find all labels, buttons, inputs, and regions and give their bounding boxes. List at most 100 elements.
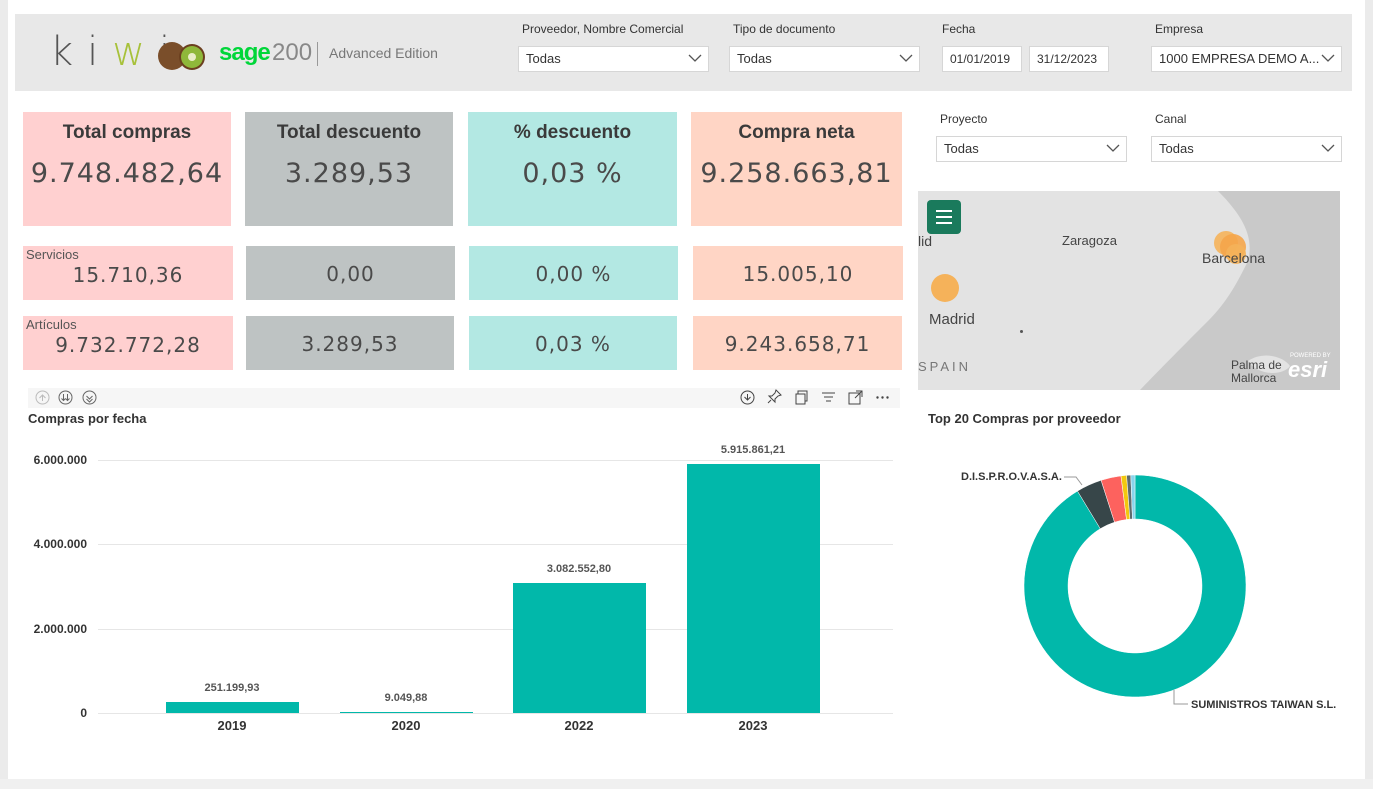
kpi-value: 0,03 % [522, 158, 623, 189]
servicios-total-value: 15.710,36 [72, 263, 184, 287]
kpi-value: 3.289,53 [284, 158, 414, 189]
canal-dropdown[interactable]: Todas [1151, 136, 1342, 162]
articulos-neta-card[interactable]: 9.243.658,71 [693, 316, 902, 370]
chevron-down-icon [899, 54, 913, 62]
articulos-total-card[interactable]: Artículos 9.732.772,28 [23, 316, 233, 370]
canal-label: Canal [1155, 112, 1187, 126]
articulos-neta-value: 9.243.658,71 [724, 332, 871, 356]
x-tick-label: 2020 [391, 718, 421, 733]
gridline [98, 460, 893, 461]
drill-up-icon[interactable] [35, 390, 50, 405]
hamburger-icon [927, 200, 961, 234]
kpi-title: Compra neta [738, 122, 855, 143]
kpi-value: 9.258.663,81 [700, 158, 893, 189]
servicios-neta-card[interactable]: 15.005,10 [693, 246, 903, 300]
expand-all-icon[interactable] [82, 390, 97, 405]
chevron-down-icon [1321, 54, 1335, 62]
empresa-value: 1000 EMPRESA DEMO A... [1159, 51, 1320, 66]
bar-data-label: 251.199,93 [204, 682, 260, 695]
proyecto-dropdown[interactable]: Todas [936, 136, 1127, 162]
proveedor-label: Proveedor, Nombre Comercial [522, 22, 684, 36]
bar-data-label: 9.049,88 [384, 691, 428, 704]
map-visual[interactable]: lid Zaragoza Barcelona Madrid SPAIN Palm… [918, 191, 1340, 390]
donut-label-disprovasa: D.I.S.P.R.O.V.A.S.A. [961, 471, 1062, 483]
bar-2022[interactable] [512, 583, 646, 713]
proyecto-value: Todas [944, 141, 979, 156]
donut-slice[interactable] [1130, 474, 1136, 520]
kiwi-fruit-icon [158, 42, 205, 70]
articulos-pct-value: 0,03 % [535, 332, 611, 356]
bar-data-label: 3.082.552,80 [546, 563, 612, 576]
kpi-title: Total descuento [276, 122, 422, 143]
y-tick-label: 2.000.000 [33, 621, 87, 636]
y-tick-label: 6.000.000 [33, 453, 87, 467]
fecha-hasta-input[interactable]: 31/12/2023 [1029, 46, 1109, 72]
servicios-pct-card[interactable]: 0,00 % [469, 246, 678, 300]
map-powered-by: POWERED BY [1290, 353, 1331, 359]
proveedor-value: Todas [526, 51, 561, 66]
focus-mode-icon[interactable] [848, 390, 863, 405]
map-dot [1020, 330, 1023, 333]
gridline [98, 544, 893, 546]
canal-value: Todas [1159, 141, 1194, 156]
map-bubbles-barcelona [1214, 231, 1246, 264]
articulos-descuento-card[interactable]: 3.289,53 [246, 316, 454, 370]
articulos-descuento-value: 3.289,53 [301, 332, 399, 356]
articulos-label: Artículos [26, 317, 77, 332]
servicios-total-card[interactable]: Servicios 15.710,36 [23, 246, 233, 300]
copy-icon[interactable] [794, 390, 809, 405]
y-tick-label: 4.000.000 [33, 537, 87, 552]
chart-title-compras: Compras por fecha [28, 411, 147, 426]
kpi-title: % descuento [513, 122, 632, 143]
donut-label-suministros: SUMINISTROS TAIWAN S.L. [1191, 699, 1337, 711]
donut-leader-line-bottom [1173, 690, 1188, 705]
donut-slice[interactable] [1023, 474, 1247, 698]
articulos-total-value: 9.732.772,28 [55, 333, 201, 357]
map-label-spain: SPAIN [918, 359, 972, 374]
expand-next-level-icon[interactable] [58, 390, 73, 405]
esri-logo: esri [1288, 357, 1328, 382]
chevron-down-icon [1106, 144, 1120, 152]
tipo-documento-dropdown[interactable]: Todas [729, 46, 920, 72]
donut-chart[interactable] [1000, 450, 1270, 720]
bar-data-label: 5.915.861,21 [720, 443, 786, 456]
donut-leader-line-top [1064, 476, 1083, 486]
visual-header-toolbar [28, 388, 900, 408]
bottom-bar [0, 779, 1373, 789]
servicios-neta-value: 15.005,10 [742, 262, 854, 286]
map-label-barcelona: Barcelona [1202, 250, 1266, 266]
kpi-compra-neta[interactable]: Compra neta 9.258.663,81 [691, 112, 902, 226]
empresa-label: Empresa [1155, 22, 1204, 36]
bar-2019[interactable] [165, 702, 299, 713]
map-label-zaragoza: Zaragoza [1062, 233, 1117, 248]
kpi-pct-descuento[interactable]: % descuento 0,03 % [468, 112, 677, 226]
map-bubble-madrid [931, 274, 959, 302]
empresa-dropdown[interactable]: 1000 EMPRESA DEMO A... [1151, 46, 1342, 72]
kpi-title: Total compras [62, 122, 192, 143]
articulos-pct-card[interactable]: 0,03 % [469, 316, 677, 370]
pin-icon[interactable] [767, 389, 782, 404]
map-label-madrid: Madrid [929, 311, 975, 328]
x-tick-label: 2022 [564, 718, 594, 733]
fecha-label: Fecha [942, 22, 976, 36]
bar-2023[interactable] [686, 463, 820, 713]
proveedor-dropdown[interactable]: Todas [518, 46, 709, 72]
kpi-total-descuento[interactable]: Total descuento 3.289,53 [245, 112, 453, 226]
servicios-descuento-card[interactable]: 0,00 [246, 246, 455, 300]
drill-down-icon[interactable] [740, 390, 755, 405]
servicios-pct-value: 0,00 % [535, 262, 612, 286]
chevron-down-icon [1321, 144, 1335, 152]
edition-label: Advanced Edition [329, 45, 438, 61]
map-sea [1140, 191, 1340, 390]
servicios-label: Servicios [26, 247, 79, 262]
bar-2020[interactable] [339, 711, 473, 713]
tipo-documento-value: Todas [737, 51, 772, 66]
logo-divider [317, 42, 318, 66]
filter-icon[interactable] [821, 390, 836, 405]
fecha-desde-input[interactable]: 01/01/2019 [942, 46, 1022, 72]
chevron-down-icon [688, 54, 702, 62]
proyecto-label: Proyecto [940, 112, 988, 126]
kpi-total-compras[interactable]: Total compras 9.748.482,64 [23, 112, 231, 226]
sage-logo: sage [219, 39, 271, 66]
more-options-icon[interactable] [875, 390, 890, 405]
